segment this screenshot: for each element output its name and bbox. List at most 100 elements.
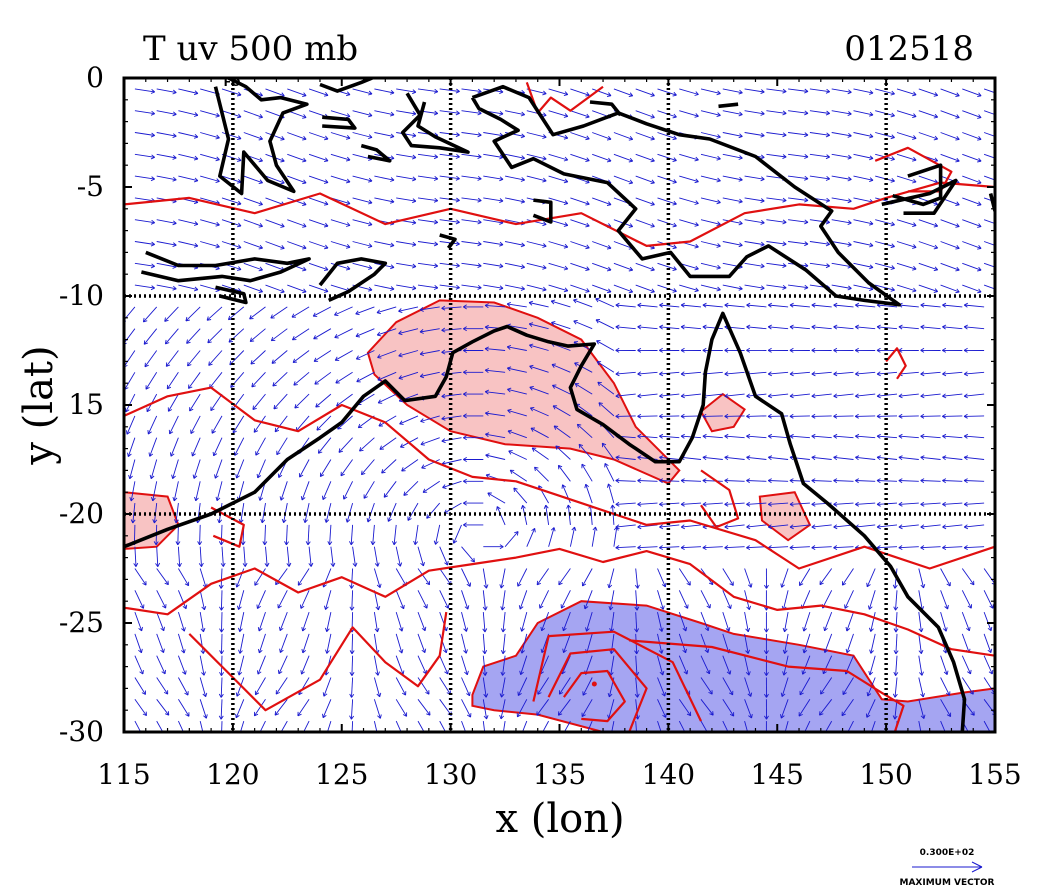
wind-vector	[235, 677, 245, 697]
wind-vector	[422, 480, 440, 493]
wind-vector	[634, 590, 640, 611]
wind-vector	[724, 302, 745, 308]
wind-vector	[218, 677, 224, 698]
wind-vector	[724, 413, 745, 419]
wind-vector	[823, 633, 833, 653]
wind-vector	[744, 197, 765, 204]
wind-vector	[896, 175, 917, 184]
wind-vector	[615, 371, 636, 377]
wind-vector	[722, 699, 735, 717]
wind-vector	[799, 568, 811, 586]
wind-vector	[767, 371, 789, 377]
wind-vector	[461, 175, 482, 181]
wind-vector	[898, 302, 919, 308]
wind-vector	[520, 611, 528, 632]
wind-vector	[439, 175, 460, 181]
wind-vector	[920, 324, 941, 330]
wind-vector	[167, 393, 179, 412]
wind-vector	[898, 501, 919, 507]
coastline	[360, 143, 392, 163]
wind-vector	[528, 322, 549, 330]
coastline	[718, 102, 739, 109]
wind-vector	[548, 110, 569, 118]
wind-vector	[377, 350, 397, 359]
wind-vector	[983, 655, 994, 675]
wind-vector	[635, 175, 655, 185]
wind-vector	[854, 413, 876, 419]
wind-vector	[308, 132, 329, 141]
wind-vector	[542, 720, 549, 732]
wind-vector	[854, 347, 876, 353]
wind-vector	[426, 502, 441, 519]
wind-vector	[700, 197, 721, 205]
wind-vector	[570, 197, 590, 206]
wind-vector	[555, 445, 571, 460]
wind-vector	[484, 368, 506, 373]
wind-vector	[615, 302, 636, 308]
wind-vector	[417, 219, 439, 225]
wind-vector	[330, 219, 351, 227]
wind-vector	[396, 110, 417, 116]
wind-vector	[920, 501, 941, 507]
wind-vector	[940, 568, 951, 587]
wind-vector	[395, 546, 403, 567]
wind-vector	[439, 153, 460, 159]
wind-vector	[284, 524, 289, 546]
wind-vector	[178, 175, 199, 183]
wind-vector	[896, 219, 917, 228]
wind-vector	[942, 501, 963, 507]
warm-anomaly-region-3	[758, 491, 812, 542]
wind-vector	[962, 153, 982, 163]
wind-vector	[700, 175, 721, 183]
wind-vector	[678, 720, 686, 732]
wind-vector	[417, 175, 439, 181]
wind-vector	[461, 110, 482, 116]
wind-vector	[876, 545, 898, 550]
wind-vector	[219, 590, 224, 611]
wind-vector	[811, 302, 832, 308]
wind-vector	[767, 433, 789, 439]
wind-vector	[330, 175, 351, 184]
wind-vector	[537, 677, 549, 695]
wind-vector	[918, 612, 924, 633]
wind-vector	[809, 132, 830, 138]
wind-vector	[199, 612, 206, 633]
wind-vector	[156, 219, 177, 226]
wind-vector	[789, 347, 810, 353]
wind-vector	[898, 478, 919, 484]
wind-vector	[841, 699, 854, 717]
wind-vector	[562, 633, 571, 654]
wind-vector	[942, 478, 963, 484]
wind-vector	[853, 241, 874, 248]
wind-vector	[134, 153, 155, 160]
wind-vector	[439, 110, 460, 116]
wind-vector	[265, 88, 285, 98]
wind-vector	[374, 132, 395, 139]
wind-vector	[767, 324, 789, 330]
wind-vector	[581, 463, 593, 482]
wind-vector	[177, 611, 186, 632]
wind-vector	[277, 655, 288, 675]
wind-vector	[833, 371, 854, 377]
wind-vector	[853, 153, 874, 161]
wind-vector	[199, 655, 206, 676]
wind-vector	[417, 546, 425, 567]
wind-vector	[942, 545, 963, 550]
wind-vector	[724, 371, 745, 377]
wind-vector	[238, 633, 245, 654]
wind-vector	[526, 284, 547, 292]
coastline	[470, 84, 902, 307]
wind-vector	[156, 677, 169, 695]
wind-vector	[126, 415, 136, 435]
wind-vector	[270, 328, 288, 342]
wind-vector	[190, 415, 201, 434]
wind-vector	[746, 501, 767, 507]
wind-vector	[831, 88, 852, 95]
wind-vector	[963, 393, 985, 399]
wind-vector	[529, 364, 549, 373]
wind-vector	[845, 633, 854, 654]
wind-vector	[700, 284, 721, 292]
wind-vector	[637, 302, 658, 308]
wind-vector	[324, 502, 332, 523]
wind-vector	[401, 459, 419, 472]
